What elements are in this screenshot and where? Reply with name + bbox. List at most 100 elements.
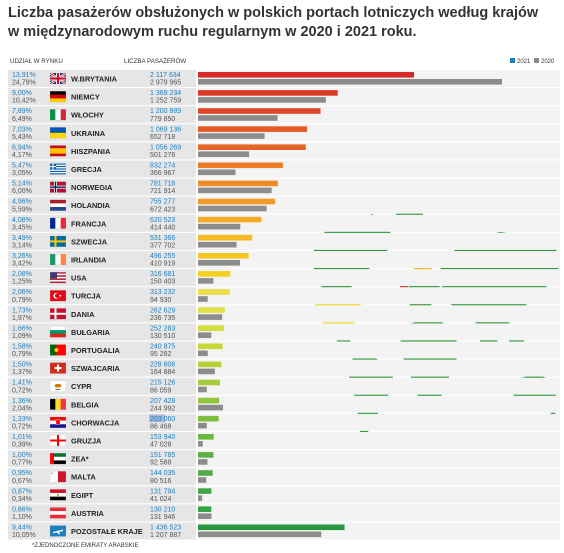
passengers-2021: 1 069 136 xyxy=(150,126,181,133)
country-name: DANIA xyxy=(71,310,95,319)
bar-2020 xyxy=(198,278,214,284)
row-band xyxy=(198,486,560,504)
share-2020: 1,97% xyxy=(12,315,32,322)
row-band xyxy=(198,432,560,449)
bar-2021 xyxy=(198,162,283,169)
bar-2020 xyxy=(198,314,223,320)
share-2021: 1,66% xyxy=(12,325,32,332)
country-name: CHORWACJA xyxy=(71,418,120,427)
passengers-2020: 779 850 xyxy=(150,116,175,123)
bar-2020 xyxy=(198,513,212,519)
bar-2021 xyxy=(198,415,219,422)
bar-2021 xyxy=(198,253,249,259)
header-passenger-count: LICZBA PASAŻERÓW xyxy=(124,58,186,65)
passengers-2020: 130 510 xyxy=(150,333,175,340)
flag-icon-pt xyxy=(50,344,66,356)
row-band xyxy=(198,196,560,214)
bar-2020 xyxy=(198,241,237,248)
passengers-2021: 755 277 xyxy=(150,199,175,206)
passengers-2020: 501 276 xyxy=(150,152,175,159)
row-band xyxy=(198,341,560,359)
passengers-2021: 1 200 889 xyxy=(150,108,181,115)
share-2020: 6,49% xyxy=(12,116,32,123)
share-2020: 1,10% xyxy=(12,514,32,521)
flag-icon-dk xyxy=(50,308,66,320)
bar-2021 xyxy=(198,361,222,368)
passengers-2020: 41 024 xyxy=(150,496,172,503)
bar-2020 xyxy=(198,477,207,483)
passengers-2021: 144 035 xyxy=(150,470,175,477)
bar-2020 xyxy=(198,97,326,103)
country-name: GRUZJA xyxy=(71,437,102,446)
share-2021: 1,50% xyxy=(12,362,32,369)
share-2021: 4,08% xyxy=(12,217,32,224)
country-name: CYPR xyxy=(71,382,92,391)
passengers-2021: 1 056 269 xyxy=(150,144,181,151)
flag-icon-de xyxy=(50,91,66,103)
passengers-2021: 215 126 xyxy=(150,380,175,387)
country-name: IRLANDIA xyxy=(71,256,107,265)
flag-icon-other xyxy=(50,525,66,537)
row-band xyxy=(198,178,560,196)
row-band xyxy=(198,251,560,268)
share-2021: 9,44% xyxy=(12,525,32,532)
row-band xyxy=(198,377,560,395)
chart-title: Liczba pasażerów obsłużonych w polskich … xyxy=(8,4,556,42)
highlight-box xyxy=(149,414,165,423)
country-name: MALTA xyxy=(71,473,96,482)
passengers-2021: 531 366 xyxy=(150,235,175,242)
passengers-2020: 86 059 xyxy=(150,387,172,394)
passengers-2020: 150 403 xyxy=(150,279,175,286)
share-2021: 0,87% xyxy=(12,488,32,495)
share-2020: 5,59% xyxy=(12,206,32,213)
flag-icon-no xyxy=(50,181,66,193)
share-2021: 3,26% xyxy=(12,253,32,260)
bar-2020 xyxy=(198,350,208,357)
share-2020: 0,79% xyxy=(12,297,32,304)
bar-2021 xyxy=(198,198,276,205)
share-2020: 0,34% xyxy=(12,496,32,503)
passengers-2020: 47 028 xyxy=(150,442,172,449)
bar-2020 xyxy=(198,422,207,429)
share-2020: 0,67% xyxy=(12,478,32,485)
passengers-2020: 652 718 xyxy=(150,134,175,141)
bar-2021 xyxy=(198,452,214,458)
footnote: *ZJEDNOCZONE EMIRATY ARABSKIE xyxy=(32,543,138,549)
flag-icon-be xyxy=(50,398,66,410)
flag-icon-it xyxy=(50,109,66,121)
row-band xyxy=(198,160,560,178)
flag-icon-ie xyxy=(50,254,66,265)
bar-2021 xyxy=(198,325,224,331)
flag-icon-eg xyxy=(50,489,66,501)
bar-2021 xyxy=(198,289,230,295)
bar-2020 xyxy=(198,133,265,139)
row-band xyxy=(198,504,560,522)
country-name: USA xyxy=(71,274,87,283)
bar-2020 xyxy=(198,531,322,538)
share-2021: 1,58% xyxy=(12,344,32,351)
share-2020: 3,42% xyxy=(12,261,32,268)
country-name: FRANCJA xyxy=(71,219,107,228)
bar-2020 xyxy=(198,404,223,411)
row-band xyxy=(198,287,560,305)
bar-2021 xyxy=(198,434,214,440)
row-band xyxy=(198,395,560,413)
passengers-2021: 316 681 xyxy=(150,271,175,278)
passengers-2020: 1 207 887 xyxy=(150,532,181,539)
country-name: PORTUGALIA xyxy=(71,346,121,355)
bar-2021 xyxy=(198,271,231,277)
bar-2021 xyxy=(198,180,278,187)
share-2020: 4,17% xyxy=(12,152,32,159)
passengers-2020: 377 702 xyxy=(150,243,175,250)
bar-2020 xyxy=(198,441,203,447)
row-band xyxy=(198,214,560,232)
flag-icon-hr xyxy=(50,416,66,428)
share-2021: 7,03% xyxy=(12,126,32,133)
passengers-2020: 131 946 xyxy=(150,514,175,521)
